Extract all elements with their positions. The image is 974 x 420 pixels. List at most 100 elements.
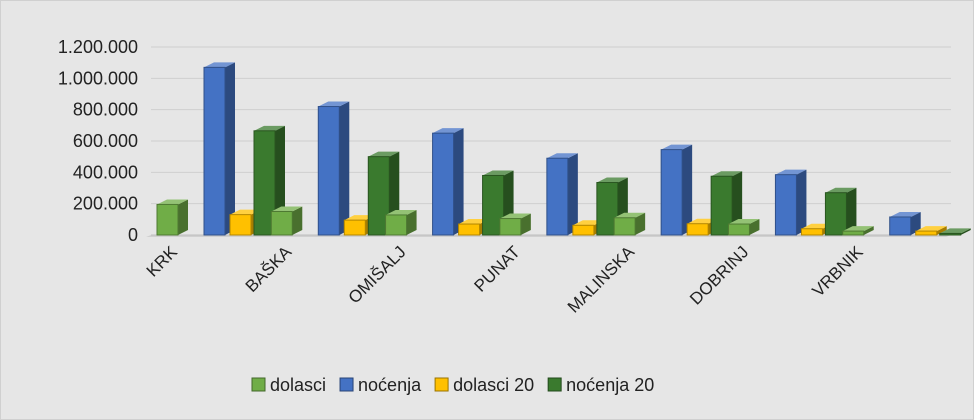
bar-top [271,206,303,212]
legend-swatch [251,377,266,392]
bar-top [499,213,531,219]
bar-top [728,219,760,225]
x-category-label: MALINSKA [564,242,639,317]
y-tick-label: 600.000 [73,131,138,151]
bar-noćenja-20-dobrinj [824,187,857,236]
bar-side [682,144,693,235]
bar-top [318,101,350,107]
bar-top [775,169,807,175]
bar-front [432,132,455,236]
bar-front [229,214,252,236]
bar-front [458,223,481,236]
bar-side [406,209,417,235]
bar-noćenja-vrbnik [889,211,921,236]
bar-noćenja-omišalj [432,128,464,236]
legend-item: dolasci 20 [434,375,534,395]
legend-swatch [547,377,562,392]
bar-top [939,228,971,234]
legend-item: dolasci [251,375,326,395]
bar-front [774,174,797,236]
bar-side [178,199,188,235]
bar-top [687,218,719,224]
bar-top [368,151,400,157]
bar-top [482,170,514,176]
bar-side [846,187,857,235]
y-tick-label: 400.000 [73,162,138,182]
legend: dolasci noćenja dolasci 20 noćenja 20 [251,375,654,395]
bar-top [889,211,921,217]
bar-noćenja-krk [203,62,235,236]
bar-noćenja-malinska [660,144,693,236]
bar-top [801,223,833,229]
bar-dolasci-punat [499,213,531,236]
legend-label: dolasci 20 [453,375,534,395]
bar-dolasci-20-vrbnik [915,226,947,236]
bar-noćenja-punat [546,153,578,236]
bar-front [613,217,636,236]
bar-side [520,213,531,235]
x-category-label: OMIŠALJ [345,242,410,307]
bar-front [482,174,505,236]
bar-dolasci-krk [156,199,188,236]
bar-dolasci-baška [270,206,303,236]
bar-front [367,156,390,236]
bar-top [842,226,874,232]
x-axis: KRK BAŠKA OMIŠALJ PUNAT MALINSKA DOBRINJ VRBNI… [143,242,867,317]
bar-front [800,228,823,236]
y-tick-label: 0 [128,225,138,245]
y-tick-label: 200.000 [73,194,138,214]
bar-front [596,182,619,236]
bar-side [936,226,947,235]
bar-front [343,219,366,236]
bar-top [614,212,646,218]
x-category-label: DOBRINJ [686,242,752,308]
legend-item: noćenja [339,375,422,395]
y-tick-label: 1.000.000 [58,68,138,88]
bar-top [546,153,578,159]
bar-top [254,125,285,131]
bar-top [458,219,490,225]
legend-swatch [339,377,354,392]
bar-noćenja-20-vrbnik [939,228,971,236]
y-tick-label: 1.200.000 [58,37,138,57]
bar-side [863,226,874,235]
bar-noćenja-20-krk [253,125,285,236]
bar-side [225,62,235,235]
bar-dolasci-vrbnik [842,226,874,236]
bar-top [572,220,604,226]
bar-top [385,209,417,215]
bar-side [960,228,971,235]
bar-top [711,171,743,177]
bar-front [499,218,522,236]
bar-front [203,66,226,236]
bar-front [824,192,847,236]
legend-label: dolasci [270,375,326,395]
bar-front [253,130,276,236]
bar-front [572,224,595,236]
bar-front [939,232,962,236]
bar-top [596,177,628,183]
bar-side [453,128,464,235]
bar-dolasci-omišalj [385,209,417,236]
bar-dolasci-dobrinj [727,219,760,236]
bar-front [915,230,938,236]
bar-noćenja-20-malinska [710,171,743,236]
y-tick-label: 800.000 [73,100,138,120]
bar-side [567,153,578,235]
bar-dolasci-malinska [613,212,646,236]
bar-front [385,214,408,236]
bar-top [204,62,235,68]
bar-top [230,209,261,215]
bar-top [915,226,947,232]
bar-top [661,144,693,150]
bar-top [344,215,376,221]
bar-front [156,203,179,236]
bar-front [660,149,683,236]
bar-top [825,187,857,193]
legend-label: noćenja 20 [566,375,654,395]
bar-front [889,216,912,236]
bar-noćenja-dobrinj [774,169,807,236]
bar-side [910,211,921,235]
